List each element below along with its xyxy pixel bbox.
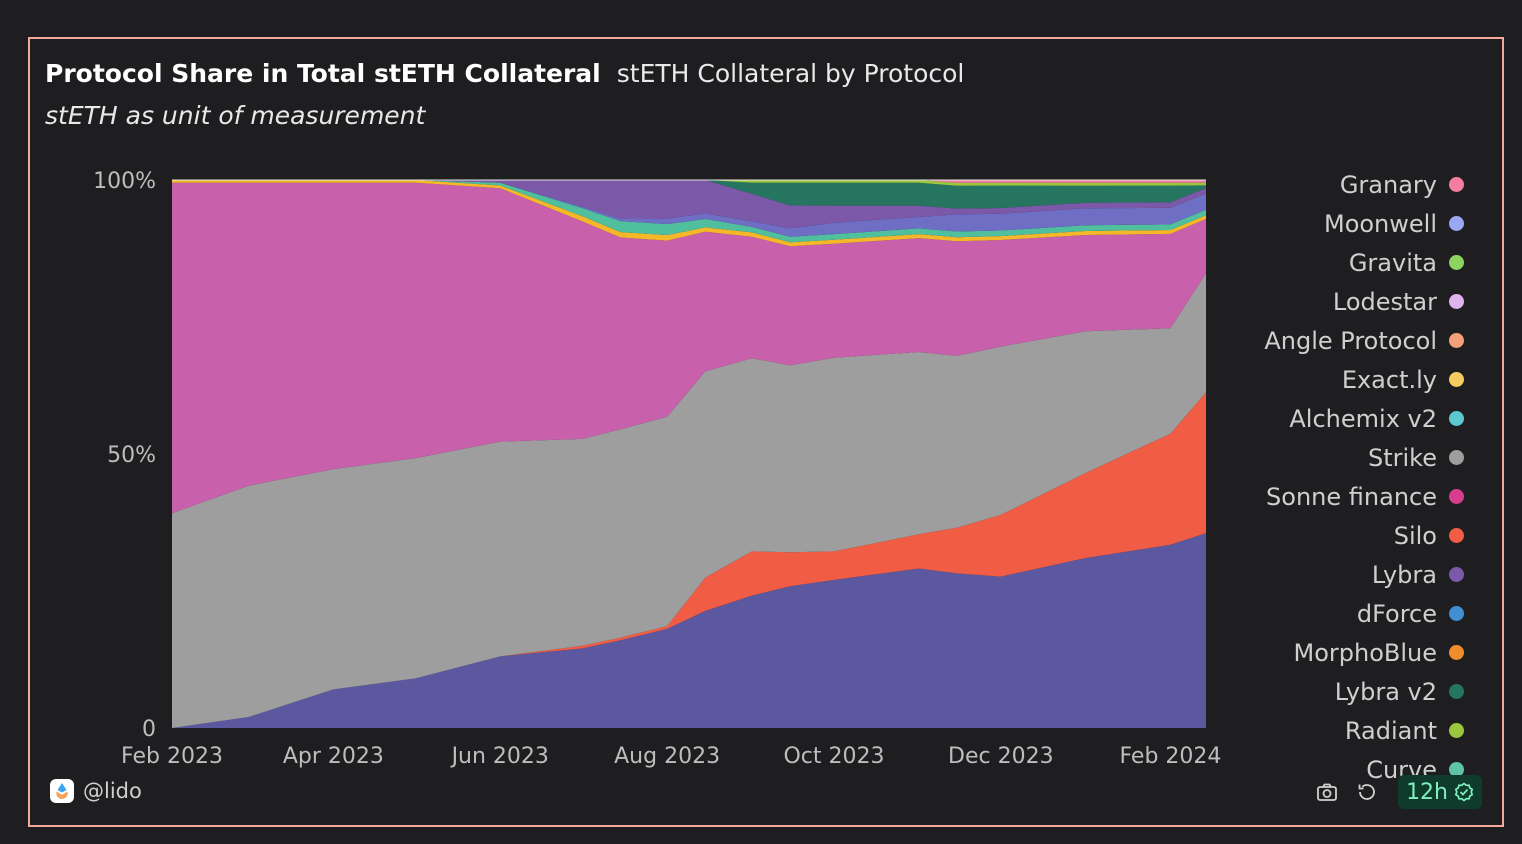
legend-item-sonne-finance[interactable]: Sonne finance [1264, 477, 1464, 516]
y-tick-label: 0 [142, 717, 156, 742]
legend-swatch [1449, 255, 1464, 270]
legend-item-radiant[interactable]: Radiant [1264, 711, 1464, 750]
legend-swatch [1449, 294, 1464, 309]
check-badge-icon [1454, 782, 1474, 802]
author-name: @lido [83, 779, 142, 803]
legend-label: Lybra v2 [1334, 677, 1437, 706]
legend-swatch [1449, 216, 1464, 231]
y-tick-label: 100% [93, 169, 156, 194]
legend-item-angle-protocol[interactable]: Angle Protocol [1264, 321, 1464, 360]
legend-label: Alchemix v2 [1289, 404, 1437, 433]
x-tick-label: Feb 2024 [1119, 744, 1221, 769]
legend-label: Sonne finance [1266, 482, 1437, 511]
legend-label: MorphoBlue [1293, 638, 1438, 667]
x-tick-label: Apr 2023 [283, 744, 384, 769]
legend-label: Granary [1339, 170, 1437, 199]
legend-swatch [1449, 450, 1464, 465]
area-curve[interactable] [172, 533, 1206, 728]
x-tick-label: Aug 2023 [614, 744, 720, 769]
legend-swatch [1449, 645, 1464, 660]
legend-swatch [1449, 411, 1464, 426]
legend-label: Lybra [1371, 560, 1437, 589]
legend-item-gravita[interactable]: Gravita [1264, 243, 1464, 282]
legend-swatch [1449, 762, 1464, 777]
area-granary[interactable] [172, 180, 1206, 183]
legend-swatch [1449, 177, 1464, 192]
legend-label: Strike [1368, 443, 1437, 472]
author-link[interactable]: @lido [50, 779, 142, 803]
area-sonne-finance[interactable] [172, 182, 1206, 514]
legend-label: dForce [1356, 599, 1437, 628]
x-tick-label: Feb 2023 [121, 744, 223, 769]
legend-label: Moonwell [1323, 209, 1437, 238]
legend-label: Lodestar [1332, 287, 1437, 316]
legend-item-morphoblue[interactable]: MorphoBlue [1264, 633, 1464, 672]
area-moonwell[interactable] [172, 180, 1206, 237]
legend-item-moonwell[interactable]: Moonwell [1264, 204, 1464, 243]
legend-swatch [1449, 372, 1464, 387]
area-radiant[interactable] [172, 180, 1206, 186]
chart-subtitle: stETH as unit of measurement [45, 101, 426, 130]
legend: Granary Moonwell Gravita Lodestar Angle Prot… [1264, 165, 1464, 789]
area-lybra[interactable] [172, 180, 1206, 229]
x-tick-label: Jun 2023 [450, 744, 549, 769]
chart-title: Protocol Share in Total stETH Collateral [45, 59, 601, 88]
lido-logo-icon [50, 779, 74, 803]
area-strike[interactable] [172, 273, 1206, 728]
legend-swatch [1449, 723, 1464, 738]
legend-swatch [1449, 333, 1464, 348]
y-tick-label: 50% [107, 443, 156, 468]
stacked-area-chart: 0 50% 100% Feb 2023 Apr 2023 Jun 2023 Aug 2023… [93, 169, 1221, 769]
legend-item-strike[interactable]: Strike [1264, 438, 1464, 477]
legend-item-dforce[interactable]: dForce [1264, 594, 1464, 633]
chart-panel: Protocol Share in Total stETH Collateral… [28, 37, 1504, 827]
legend-label: Exact.ly [1341, 365, 1437, 394]
refresh-icon[interactable] [1350, 775, 1384, 809]
legend-label: Radiant [1344, 716, 1437, 745]
refresh-interval: 12h [1406, 779, 1448, 805]
legend-swatch [1449, 606, 1464, 621]
legend-item-alchemix-v2[interactable]: Alchemix v2 [1264, 399, 1464, 438]
legend-item-exact-ly[interactable]: Exact.ly [1264, 360, 1464, 399]
legend-item-lodestar[interactable]: Lodestar [1264, 282, 1464, 321]
legend-swatch [1449, 684, 1464, 699]
refresh-badge[interactable]: 12h [1398, 775, 1482, 809]
x-tick-label: Dec 2023 [948, 744, 1054, 769]
legend-item-lybra[interactable]: Lybra [1264, 555, 1464, 594]
legend-swatch [1449, 489, 1464, 504]
legend-item-granary[interactable]: Granary [1264, 165, 1464, 204]
area-lybra-v2[interactable] [172, 180, 1206, 209]
legend-label: Gravita [1348, 248, 1437, 277]
camera-icon[interactable] [1310, 775, 1344, 809]
footer-actions: 12h [1304, 775, 1482, 809]
legend-label: Silo [1393, 521, 1437, 550]
area-alchemix-v2[interactable] [172, 180, 1206, 243]
area-exact-ly[interactable] [172, 180, 1206, 247]
legend-swatch [1449, 528, 1464, 543]
area-silo[interactable] [172, 392, 1206, 728]
legend-item-silo[interactable]: Silo [1264, 516, 1464, 555]
legend-item-lybra-v2[interactable]: Lybra v2 [1264, 672, 1464, 711]
x-tick-label: Oct 2023 [783, 744, 884, 769]
legend-label: Angle Protocol [1264, 326, 1437, 355]
chart-title-inline: stETH Collateral by Protocol [616, 59, 965, 88]
title-row: Protocol Share in Total stETH Collateral… [45, 59, 964, 88]
legend-swatch [1449, 567, 1464, 582]
